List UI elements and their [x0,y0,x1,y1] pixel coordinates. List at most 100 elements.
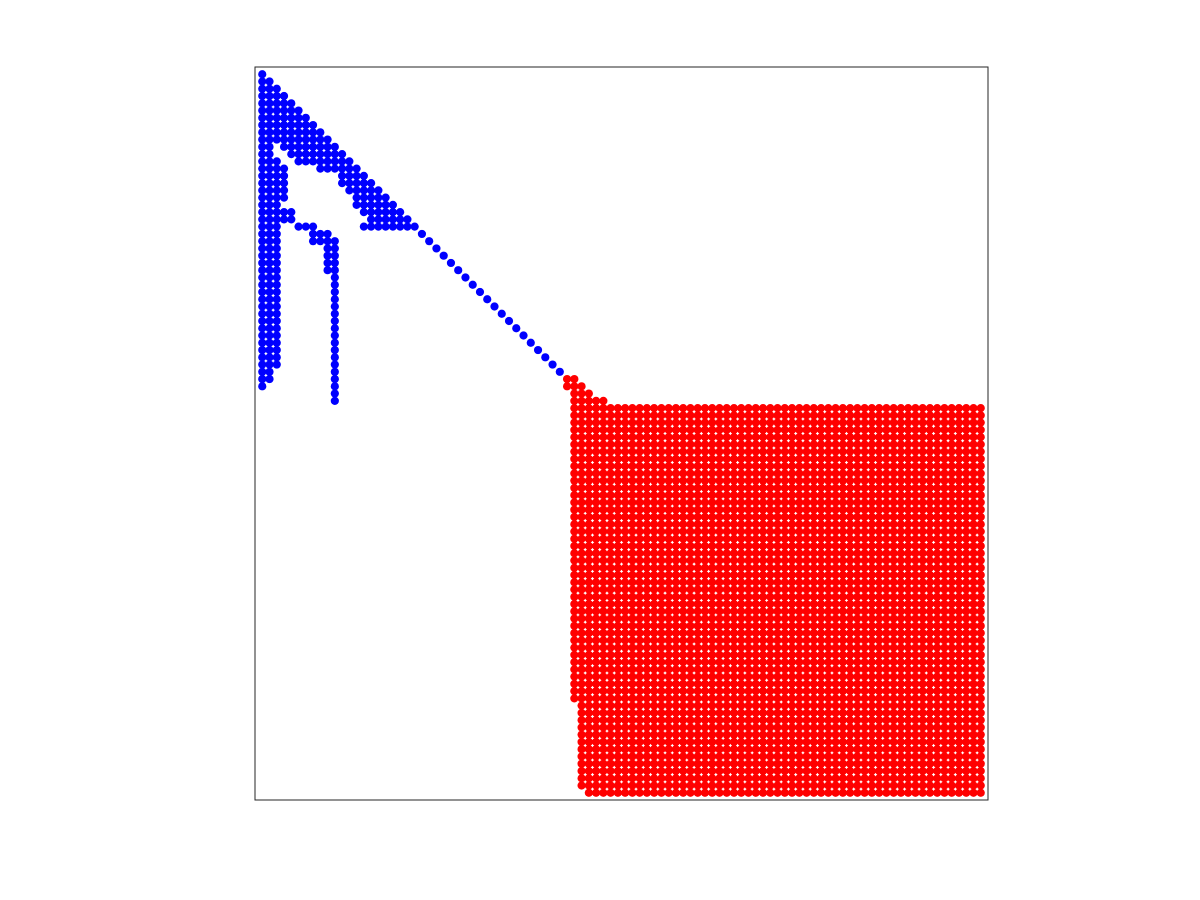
nonzero-point [802,723,811,732]
nonzero-point [831,411,840,420]
nonzero-point [809,440,818,449]
nonzero-point [613,752,622,761]
nonzero-point [708,527,717,536]
nonzero-point [599,774,608,783]
nonzero-point [265,200,274,209]
nonzero-point [606,759,615,768]
nonzero-point [875,570,884,580]
nonzero-point [737,425,746,434]
nonzero-point [940,701,949,710]
nonzero-point [751,658,760,667]
nonzero-point [751,404,760,413]
nonzero-point [896,556,906,565]
nonzero-point [962,643,971,652]
nonzero-point [345,157,354,166]
nonzero-point [606,549,615,558]
nonzero-point [606,592,615,601]
nonzero-point [780,788,789,797]
nonzero-point [787,469,797,478]
nonzero-point [650,498,659,507]
nonzero-point [947,440,956,449]
nonzero-point [831,665,840,674]
nonzero-point [831,592,840,601]
nonzero-point [729,549,739,558]
nonzero-point [642,708,652,718]
nonzero-point [577,382,586,391]
nonzero-point [708,462,717,471]
nonzero-point [904,556,913,565]
nonzero-point [962,447,971,456]
nonzero-point [570,658,579,667]
nonzero-point [367,200,376,209]
nonzero-point [962,745,971,754]
nonzero-point [570,469,579,478]
nonzero-point [940,788,949,797]
nonzero-point [911,483,920,493]
nonzero-point [780,541,789,551]
nonzero-point [265,77,274,86]
nonzero-point [911,737,920,747]
nonzero-point [824,440,833,449]
nonzero-point [715,781,724,790]
nonzero-point [911,766,920,776]
nonzero-point [940,614,949,623]
nonzero-point [679,404,688,413]
nonzero-point [664,425,673,434]
nonzero-point [969,498,978,507]
nonzero-point [628,556,637,565]
nonzero-point [279,186,289,195]
nonzero-point [584,650,593,659]
nonzero-point [584,636,593,645]
nonzero-point [686,687,695,696]
nonzero-point [258,91,267,101]
nonzero-point [947,512,956,522]
nonzero-point [816,425,826,434]
nonzero-point [686,788,695,797]
nonzero-point [657,679,666,688]
nonzero-point [904,578,913,587]
nonzero-point [976,687,985,696]
nonzero-point [773,716,782,725]
nonzero-point [838,563,847,572]
nonzero-point [802,781,811,790]
nonzero-point [715,563,724,572]
nonzero-point [693,454,702,463]
nonzero-point [671,563,681,572]
nonzero-point [359,186,368,195]
nonzero-point [272,99,281,108]
nonzero-point [838,476,847,485]
nonzero-point [860,498,869,507]
nonzero-point [272,316,281,326]
nonzero-point [875,418,884,427]
nonzero-point [787,534,797,543]
nonzero-point [715,774,724,783]
nonzero-point [621,745,630,754]
nonzero-point [795,534,804,543]
nonzero-point [686,425,695,434]
nonzero-point [838,404,847,413]
nonzero-point [657,570,666,580]
nonzero-point [918,701,927,710]
nonzero-point [577,701,586,710]
nonzero-point [962,425,971,434]
nonzero-point [860,570,869,580]
nonzero-point [809,665,818,674]
nonzero-point [265,171,274,180]
nonzero-point [628,607,637,616]
nonzero-point [766,745,775,754]
nonzero-point [976,752,985,761]
nonzero-point [773,658,782,667]
nonzero-point [613,716,622,725]
nonzero-point [323,229,332,239]
nonzero-point [889,447,898,456]
nonzero-point [606,788,615,797]
nonzero-point [875,665,884,674]
nonzero-point [330,273,339,282]
nonzero-point [599,658,608,667]
nonzero-point [650,447,659,456]
nonzero-point [875,650,884,659]
nonzero-point [824,570,833,580]
nonzero-point [664,454,673,463]
nonzero-point [853,752,862,761]
nonzero-point [592,491,601,500]
